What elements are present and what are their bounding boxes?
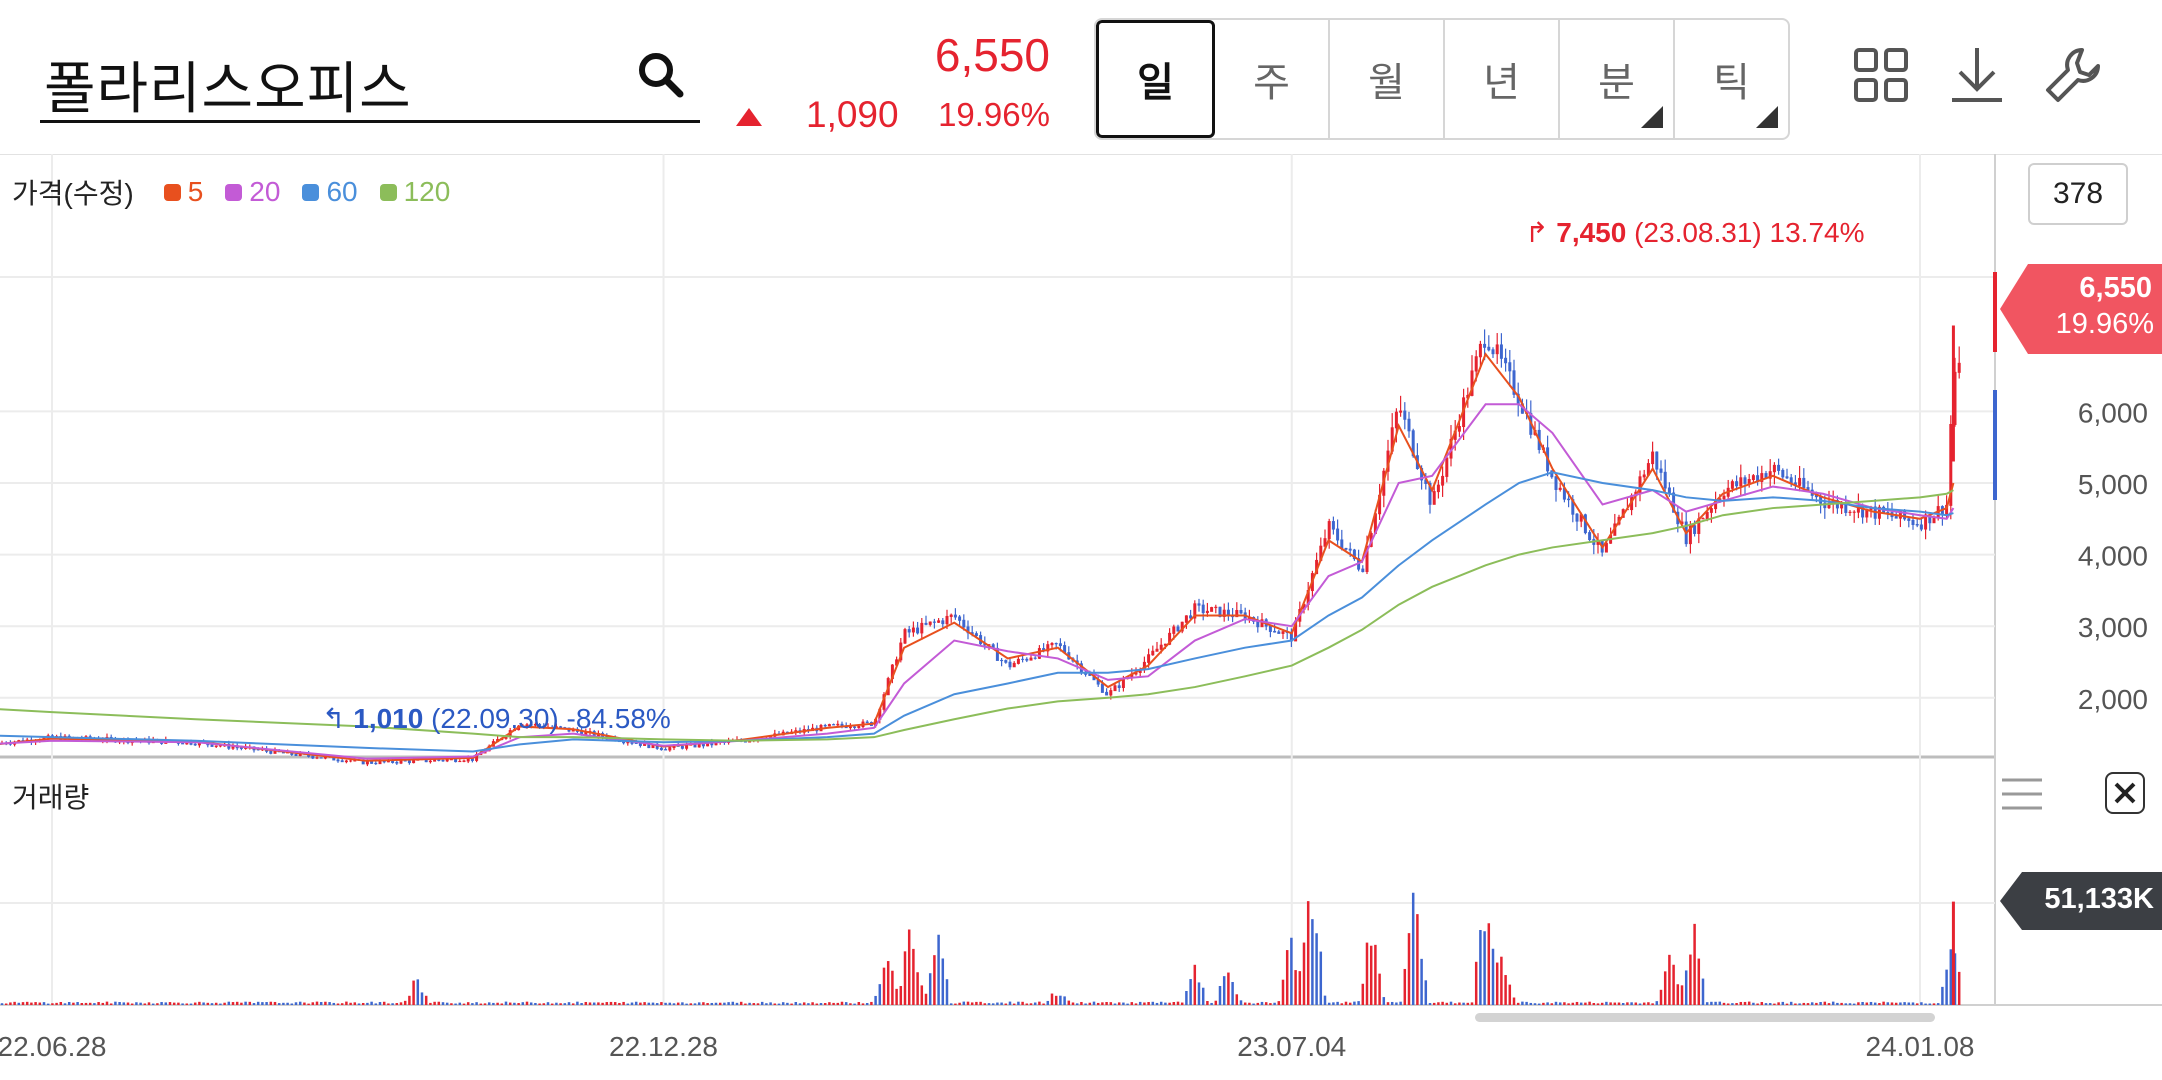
tab-month[interactable]: 월 — [1330, 20, 1445, 138]
change-amount: 1,090 — [806, 94, 899, 135]
y-tick-label: 5,000 — [2078, 469, 2148, 500]
legend-ma120: 120 — [379, 176, 451, 208]
menu-icon[interactable] — [2002, 776, 2042, 812]
ma-line-120 — [0, 489, 1954, 742]
period-tabs: 일 주 월 년 분 틱 — [1094, 18, 1790, 140]
legend-ma60: 60 — [302, 176, 358, 208]
tag-price: 6,550 — [2079, 272, 2152, 304]
volume-tag: 51,133K — [2000, 872, 2162, 930]
volume-label: 거래량 — [12, 782, 90, 813]
zoom-count-badge[interactable]: 378 — [2028, 163, 2128, 225]
legend-label: 5 — [187, 176, 204, 207]
tab-label: 분 — [1598, 61, 1635, 105]
legend-title: 가격(수정) — [12, 178, 134, 209]
wrench-icon[interactable] — [2042, 44, 2104, 106]
grid-layout-icon[interactable] — [1850, 44, 1912, 106]
search-icon[interactable] — [636, 50, 686, 100]
current-price: 6,550 — [934, 29, 1050, 81]
close-volume-button[interactable] — [2105, 772, 2145, 814]
chart-header: 폴라리스오피스 6,550 1,090 19.96% 일 주 월 년 분 틱 — [0, 0, 2162, 155]
legend-swatch — [379, 183, 397, 201]
download-icon[interactable] — [1946, 44, 2008, 106]
high-pct: 13.74% — [1769, 217, 1865, 248]
low-pct: -84.58% — [566, 703, 671, 734]
low-price: 1,010 — [353, 703, 424, 734]
current-price-tag: 6,550 19.96% — [2000, 264, 2162, 354]
stock-name: 폴라리스오피스 — [44, 57, 412, 120]
arrow-up-icon: ↰ — [322, 703, 354, 734]
close-icon — [2114, 782, 2136, 804]
legend-label: 20 — [249, 176, 281, 207]
price-tag-shape — [2000, 264, 2162, 354]
high-price: 7,450 — [1556, 217, 1627, 248]
change-percent: 19.96% — [938, 96, 1050, 133]
low-annotation: ↰ 1,010 (22.09.30) -84.58% — [322, 702, 671, 735]
x-tick-label: 23.07.04 — [1237, 1031, 1346, 1062]
high-annotation: ↱ 7,450 (23.08.31) 13.74% — [1525, 216, 1865, 249]
low-date: (22.09.30) — [431, 703, 559, 734]
zoom-count: 378 — [2052, 177, 2104, 210]
volume-tag-value: 51,133K — [2044, 883, 2154, 915]
volume-tag-shape — [2000, 872, 2162, 930]
stock-search-field[interactable]: 폴라리스오피스 — [40, 30, 700, 123]
y-tick-label: 3,000 — [2078, 612, 2148, 643]
legend-label: 120 — [403, 176, 451, 207]
y-tick-label: 2,000 — [2078, 684, 2148, 715]
ma-line-60 — [0, 471, 1954, 753]
legend-swatch — [163, 183, 181, 201]
tab-label: 일 — [1137, 61, 1174, 105]
time-scrollbar[interactable] — [1475, 1013, 1935, 1022]
tab-year[interactable]: 년 — [1445, 20, 1560, 138]
price-change: 1,090 19.96% — [720, 88, 1050, 138]
ma-line-5 — [0, 352, 1955, 762]
y-tick-label: 4,000 — [2078, 541, 2148, 572]
arrow-down-icon: ↱ — [1525, 217, 1557, 248]
legend-ma5: 5 — [163, 176, 204, 208]
tab-label: 틱 — [1713, 61, 1750, 105]
price-chart[interactable]: 2,000 3,000 4,000 5,000 6,000 22.06.28 22.12.2… — [0, 154, 2162, 1080]
ma-line-20 — [0, 403, 1955, 760]
high-date: (23.08.31) — [1634, 217, 1762, 248]
tab-label: 주 — [1253, 61, 1290, 105]
price-summary: 6,550 1,090 19.96% — [720, 20, 1050, 140]
x-tick-label: 24.01.08 — [1866, 1031, 1975, 1062]
y-tick-label: 6,000 — [2078, 397, 2148, 428]
legend-ma20: 20 — [225, 176, 280, 208]
dropdown-corner-icon — [1641, 106, 1663, 128]
legend-swatch — [302, 183, 320, 201]
tag-percent: 19.96% — [2055, 308, 2154, 340]
legend-label: 60 — [326, 176, 358, 207]
tab-day[interactable]: 일 — [1096, 20, 1215, 138]
tab-week[interactable]: 주 — [1215, 20, 1330, 138]
x-tick-label: 22.06.28 — [0, 1031, 107, 1062]
chart-legend: 가격(수정) 5 20 60 120 — [12, 172, 472, 212]
dropdown-corner-icon — [1756, 106, 1778, 128]
legend-swatch — [225, 183, 243, 201]
tab-label: 년 — [1483, 61, 1520, 105]
up-arrow-icon — [736, 108, 762, 126]
tab-minute[interactable]: 분 — [1560, 20, 1675, 138]
tab-tick[interactable]: 틱 — [1675, 20, 1788, 138]
x-tick-label: 22.12.28 — [609, 1031, 718, 1062]
tab-label: 월 — [1368, 61, 1405, 105]
chart-tools — [1850, 44, 2110, 116]
